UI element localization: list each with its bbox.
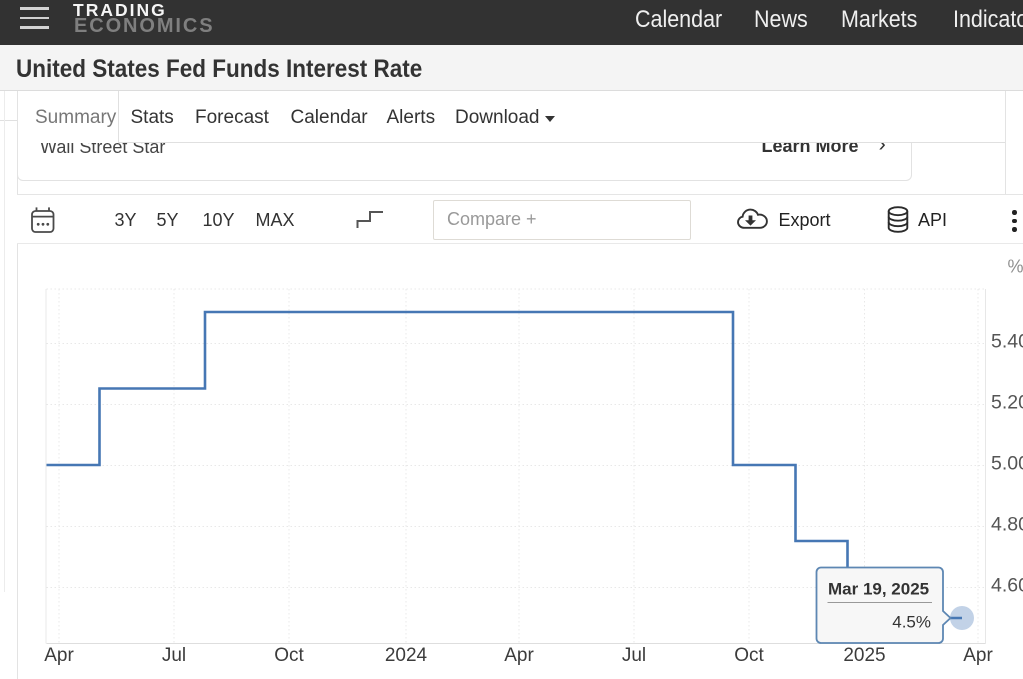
svg-text:Oct: Oct <box>274 645 304 666</box>
svg-text:2025: 2025 <box>843 645 885 666</box>
svg-text:Jul: Jul <box>622 645 646 666</box>
svg-text:Apr: Apr <box>44 645 74 666</box>
svg-text:Apr: Apr <box>963 645 993 666</box>
svg-text:4.80: 4.80 <box>991 514 1023 536</box>
svg-text:5.00: 5.00 <box>991 453 1023 475</box>
svg-text:Apr: Apr <box>504 645 534 666</box>
svg-text:Jul: Jul <box>162 645 186 666</box>
svg-text:%: % <box>1008 257 1023 277</box>
svg-text:5.40: 5.40 <box>991 331 1023 353</box>
svg-text:Mar 19, 2025: Mar 19, 2025 <box>828 580 929 599</box>
svg-text:4.60: 4.60 <box>991 575 1023 597</box>
svg-text:Oct: Oct <box>734 645 764 666</box>
svg-text:4.5%: 4.5% <box>892 613 931 632</box>
svg-text:2024: 2024 <box>385 645 428 666</box>
svg-text:5.20: 5.20 <box>991 392 1023 414</box>
